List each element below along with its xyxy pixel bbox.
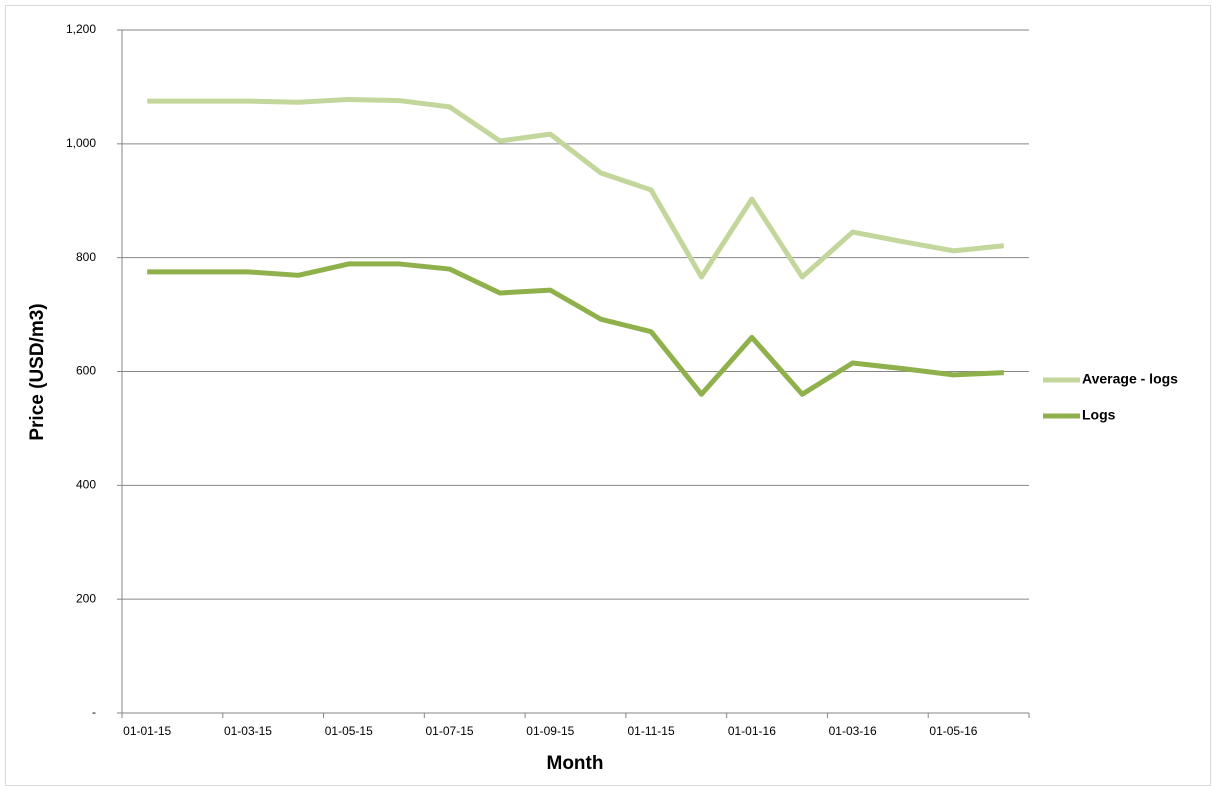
x-tick-label: 01-01-15 — [123, 724, 171, 738]
y-tick-label: - — [92, 705, 96, 719]
legend-text: Average - logs — [1082, 371, 1178, 387]
y-tick-label: 800 — [76, 250, 96, 264]
y-tick-label: 1,000 — [66, 136, 96, 150]
x-tick-label: 01-01-16 — [728, 724, 776, 738]
x-tick-label: 01-03-16 — [829, 724, 877, 738]
series-line — [147, 96, 1005, 280]
y-tick-label: 600 — [76, 364, 96, 378]
x-tick-label: 01-07-15 — [426, 724, 474, 738]
x-tick-label: 01-05-15 — [325, 724, 373, 738]
chart-frame — [5, 5, 1211, 786]
x-tick-label: 01-11-15 — [628, 724, 675, 738]
x-tick-label: 01-05-16 — [929, 724, 977, 738]
y-axis-title: Price (USD/m3) — [27, 303, 48, 440]
y-tick-label: 200 — [76, 591, 96, 605]
x-axis-title: Month — [547, 753, 604, 774]
y-tick-label: 400 — [76, 478, 96, 492]
series-line — [147, 261, 1004, 397]
legend-text: Logs — [1082, 407, 1116, 423]
x-tick-label: 01-09-15 — [526, 724, 574, 738]
x-tick-label: 01-03-15 — [224, 724, 272, 738]
y-tick-label: 1,200 — [66, 22, 96, 36]
